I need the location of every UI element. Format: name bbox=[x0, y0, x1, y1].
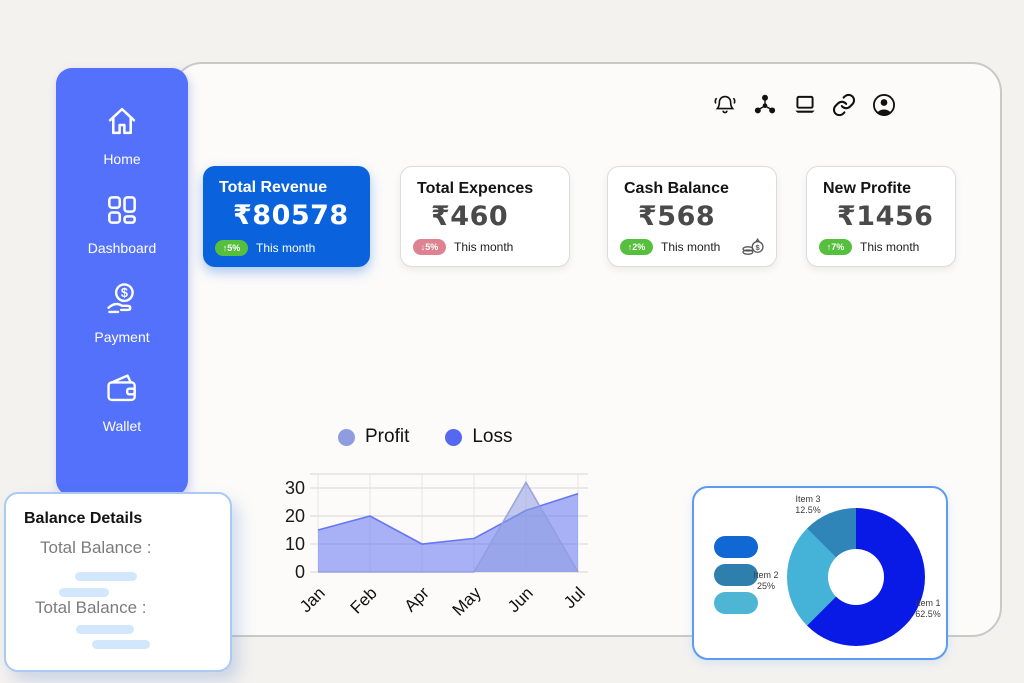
svg-text:$: $ bbox=[121, 286, 128, 300]
profile-icon[interactable] bbox=[871, 92, 897, 118]
loss-legend-dot bbox=[445, 428, 463, 446]
legend-label: Loss bbox=[472, 426, 513, 447]
period-label: This month bbox=[860, 240, 920, 254]
donut-chart-card: Item 3 12.5% Item 2 25% Item 1 62.5% bbox=[692, 486, 948, 660]
donut-label-item3: Item 3 12.5% bbox=[795, 494, 821, 515]
home-icon bbox=[103, 102, 141, 145]
sidebar-item-home[interactable]: Home bbox=[103, 102, 141, 167]
card-value: ₹568 bbox=[638, 201, 716, 232]
svg-text:30: 30 bbox=[285, 478, 305, 498]
svg-text:$: $ bbox=[755, 243, 760, 252]
profit-loss-area-chart: 0 10 20 30 Jan Feb Apr May Jun Jul bbox=[285, 473, 589, 620]
donut-legend-pill-3 bbox=[714, 592, 758, 614]
change-badge: ↑7% bbox=[819, 239, 852, 255]
payment-icon: $ bbox=[103, 280, 141, 323]
card-title: New Profite bbox=[823, 180, 912, 197]
money-bag-icon: $ bbox=[738, 230, 766, 258]
link-icon[interactable] bbox=[831, 92, 857, 118]
sidebar: Home Dashboard $ Payment bbox=[56, 68, 188, 496]
svg-text:Jul: Jul bbox=[560, 583, 589, 612]
card-value: ₹460 bbox=[431, 201, 509, 232]
stat-card-total-revenue: Total Revenue ₹80578 ↑5% This month bbox=[203, 166, 370, 267]
skeleton-bar bbox=[75, 572, 137, 581]
sidebar-item-label: Home bbox=[103, 151, 141, 167]
svg-text:Jan: Jan bbox=[296, 583, 329, 616]
donut-label-item2: Item 2 25% bbox=[753, 570, 779, 591]
card-value: ₹80578 bbox=[233, 200, 349, 231]
sidebar-item-label: Wallet bbox=[102, 418, 142, 434]
svg-text:Feb: Feb bbox=[347, 583, 381, 617]
total-balance-label: Total Balance : bbox=[40, 538, 152, 557]
dashboard-icon bbox=[103, 191, 141, 234]
total-balance-label: Total Balance : bbox=[35, 598, 147, 617]
svg-text:May: May bbox=[449, 583, 485, 619]
svg-text:0: 0 bbox=[295, 562, 305, 582]
sidebar-item-dashboard[interactable]: Dashboard bbox=[87, 191, 157, 256]
donut-label-item1: Item 1 62.5% bbox=[915, 598, 941, 619]
laptop-icon[interactable] bbox=[792, 92, 818, 118]
svg-text:10: 10 bbox=[285, 534, 305, 554]
profit-legend-dot bbox=[338, 428, 355, 446]
period-label: This month bbox=[256, 241, 316, 255]
card-title: Cash Balance bbox=[624, 180, 729, 197]
skeleton-bar bbox=[76, 625, 134, 634]
sidebar-item-label: Dashboard bbox=[87, 240, 157, 256]
card-title: Total Expences bbox=[417, 180, 534, 197]
topbar bbox=[712, 90, 897, 120]
stat-card-new-profite: New Profite ₹1456 ↑7% This month bbox=[806, 166, 956, 267]
user-network-icon[interactable] bbox=[752, 92, 778, 118]
svg-text:Jun: Jun bbox=[504, 583, 537, 616]
legend-label: Profit bbox=[365, 426, 410, 447]
sidebar-item-wallet[interactable]: Wallet bbox=[103, 369, 141, 434]
donut-legend-pill-1 bbox=[714, 536, 758, 558]
donut-hole bbox=[828, 549, 884, 605]
sidebar-item-payment[interactable]: $ Payment bbox=[94, 280, 150, 345]
svg-text:Apr: Apr bbox=[401, 583, 433, 615]
stat-card-total-expences: Total Expences ₹460 ↓5% This month bbox=[400, 166, 570, 267]
card-value: ₹1456 bbox=[837, 201, 934, 232]
sidebar-item-label: Payment bbox=[94, 329, 150, 345]
change-badge: ↓5% bbox=[413, 239, 446, 255]
stat-card-cash-balance: Cash Balance ₹568 ↑2% This month $ bbox=[607, 166, 777, 267]
svg-text:20: 20 bbox=[285, 506, 305, 526]
legend-item-profit: Profit bbox=[338, 426, 409, 448]
card-title: Total Revenue bbox=[219, 179, 328, 196]
skeleton-bar bbox=[92, 640, 150, 649]
period-label: This month bbox=[454, 240, 514, 254]
period-label: This month bbox=[661, 240, 721, 254]
notifications-bell-icon[interactable] bbox=[712, 92, 738, 118]
balance-details-title: Balance Details bbox=[24, 510, 143, 527]
change-badge: ↑5% bbox=[215, 240, 248, 256]
wallet-icon bbox=[103, 369, 141, 412]
balance-details-card: Balance Details Total Balance : Total Ba… bbox=[4, 492, 232, 672]
donut-legend-pill-2 bbox=[714, 564, 758, 586]
change-badge: ↑2% bbox=[620, 239, 653, 255]
chart-legend: Profit Loss bbox=[338, 426, 513, 448]
legend-item-loss: Loss bbox=[445, 426, 513, 448]
skeleton-bar bbox=[59, 588, 109, 597]
